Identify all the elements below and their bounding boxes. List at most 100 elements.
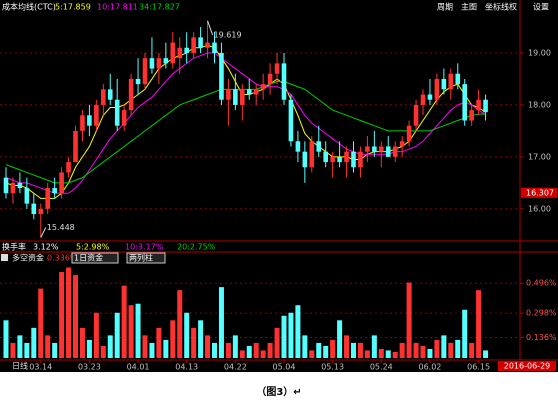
- bar: [281, 315, 287, 358]
- candle-body: [483, 99, 488, 113]
- candle-body: [205, 42, 210, 48]
- candle-body: [10, 182, 16, 194]
- bar: [45, 335, 51, 358]
- x-tick-label: 06.15: [467, 363, 490, 372]
- candle-body: [170, 42, 176, 64]
- toolbar-button[interactable]: 设置: [533, 2, 549, 12]
- bar: [364, 350, 370, 358]
- bar: [469, 342, 475, 358]
- bar: [344, 335, 350, 358]
- candle-body: [365, 146, 370, 152]
- bar: [420, 345, 426, 358]
- x-tick-label: 05.04: [273, 363, 296, 372]
- turnover-value: 10:3.17%: [125, 243, 164, 252]
- annotation-arrow: [207, 20, 214, 35]
- dropdown-text[interactable]: 两列柱: [129, 253, 153, 263]
- bar: [73, 275, 78, 358]
- dropdown[interactable]: [126, 252, 166, 264]
- bar: [86, 339, 92, 358]
- bar: [121, 285, 127, 358]
- candle-body: [392, 146, 398, 157]
- help-icon[interactable]: [1, 254, 8, 261]
- candle-body: [177, 47, 183, 59]
- bar: [448, 342, 454, 358]
- bar: [406, 282, 412, 358]
- candle-body: [379, 146, 384, 152]
- candle-body: [434, 78, 440, 100]
- candle-body: [121, 110, 127, 126]
- candle-body: [288, 99, 294, 142]
- candle-body: [316, 141, 322, 152]
- bar: [184, 312, 190, 358]
- legend-entry: 10:17.811: [97, 3, 138, 12]
- candle-body: [469, 110, 474, 121]
- candle-body: [87, 115, 92, 126]
- candle-body: [66, 162, 71, 173]
- bar: [371, 335, 377, 358]
- bar: [10, 342, 16, 358]
- bar: [413, 342, 419, 358]
- bar: [253, 342, 259, 358]
- candle-body: [330, 156, 335, 163]
- annotation: 15.448: [47, 223, 75, 232]
- candle-body: [323, 151, 328, 163]
- candle-body: [448, 73, 454, 90]
- dropdown[interactable]: [71, 252, 119, 264]
- candle-body: [31, 203, 37, 215]
- bar: [198, 320, 204, 358]
- turnover-value: 3.12%: [33, 243, 59, 252]
- bar: [351, 342, 356, 358]
- bar: [323, 345, 329, 358]
- date-box: [498, 361, 556, 371]
- candle-body: [399, 141, 405, 147]
- toolbar-button[interactable]: 周期: [437, 3, 453, 12]
- bar: [52, 342, 58, 358]
- y-tick-label: 0.136%: [526, 333, 557, 342]
- bar: [218, 287, 224, 358]
- dropdown-text[interactable]: 1日资金: [74, 253, 103, 263]
- x-tick-label: 06.02: [418, 363, 441, 372]
- candle-body: [462, 84, 467, 121]
- toolbar-button[interactable]: 坐标线: [485, 2, 509, 12]
- candle-body: [198, 37, 203, 48]
- bar: [163, 339, 169, 358]
- bar: [66, 267, 72, 358]
- bar: [330, 339, 336, 358]
- candle-body: [358, 151, 363, 168]
- bar: [239, 350, 245, 358]
- candle-body: [420, 94, 426, 105]
- candle-body: [184, 47, 189, 53]
- y-tick-label: 0.298%: [526, 309, 557, 318]
- bar: [205, 335, 211, 358]
- bar: [59, 272, 65, 358]
- toolbar-button[interactable]: 权: [509, 2, 517, 12]
- candle-body: [406, 125, 412, 142]
- price-marker-box: [521, 187, 557, 198]
- volume-value: 0.336%: [47, 254, 78, 263]
- bar: [267, 342, 273, 358]
- legend-entry: 34:17.827: [139, 3, 180, 12]
- bar: [156, 327, 162, 358]
- toolbar-button[interactable]: 主图: [461, 2, 477, 12]
- bar: [455, 339, 461, 358]
- turnover-value: 20:2.75%: [177, 243, 216, 252]
- indicator-title: 成本均线(CTC): [2, 2, 56, 12]
- candle-body: [372, 146, 377, 152]
- date-label: 2016-06-29: [504, 362, 551, 371]
- candle-body: [302, 151, 308, 168]
- bar: [316, 342, 322, 358]
- period-label[interactable]: 日线: [12, 361, 28, 371]
- bar: [24, 342, 30, 358]
- bar: [483, 350, 489, 358]
- ma-line: [5, 44, 486, 199]
- bar: [93, 312, 99, 358]
- bar: [427, 348, 433, 358]
- bar: [225, 342, 231, 358]
- candle-body: [337, 156, 342, 163]
- candle-body: [107, 89, 113, 100]
- bar: [114, 312, 120, 358]
- candle-body: [128, 78, 134, 111]
- candle-body: [73, 130, 78, 163]
- background: [0, 0, 558, 372]
